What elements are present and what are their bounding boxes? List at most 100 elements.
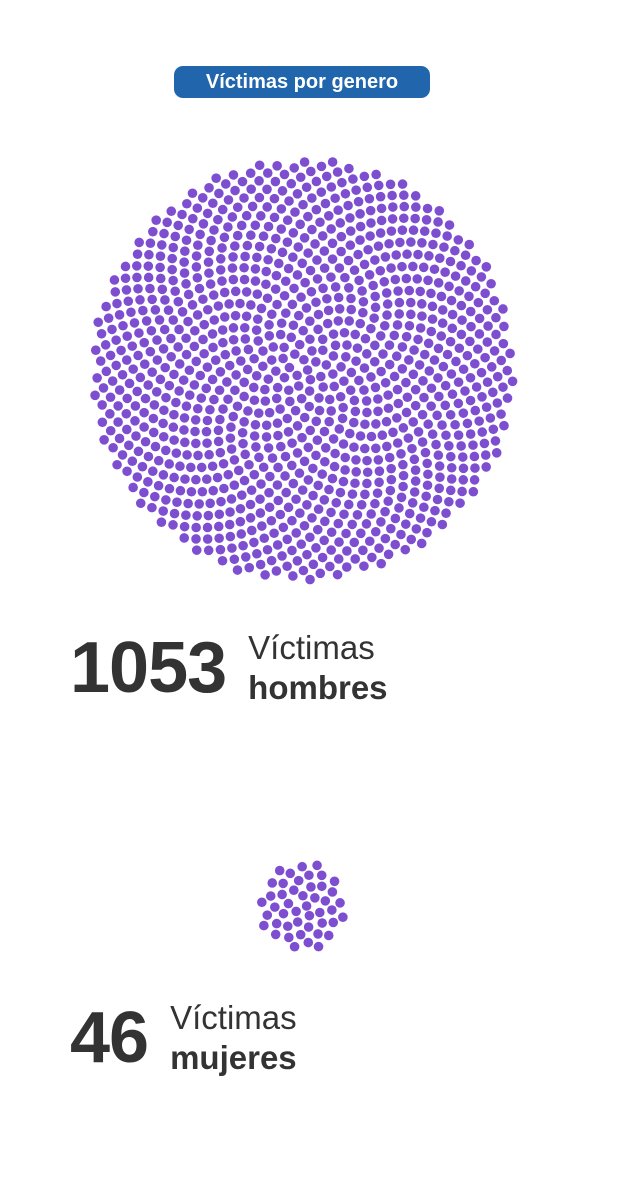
men-dot xyxy=(258,346,268,356)
men-dot xyxy=(158,344,169,354)
men-dot xyxy=(398,481,408,492)
men-dot xyxy=(415,513,426,523)
men-dot xyxy=(322,293,332,304)
men-dot xyxy=(308,559,319,570)
men-dot xyxy=(444,281,454,292)
men-dot xyxy=(272,480,283,490)
men-dot xyxy=(272,540,283,550)
men-dot xyxy=(209,225,219,235)
men-dot xyxy=(389,371,400,382)
men-dot xyxy=(325,561,335,572)
men-dot xyxy=(277,186,288,196)
men-dot xyxy=(303,211,313,222)
men-dot xyxy=(370,498,380,509)
men-dot xyxy=(390,513,401,524)
men-dot xyxy=(111,360,121,371)
men-dot xyxy=(171,448,182,458)
men-dot xyxy=(203,545,214,556)
men-dot xyxy=(312,274,323,284)
men-dot xyxy=(362,182,373,193)
men-dot xyxy=(383,390,393,400)
men-dot xyxy=(302,365,313,375)
men-dot xyxy=(190,325,200,336)
men-dot xyxy=(370,382,381,393)
men-dot xyxy=(433,343,444,354)
men-dot xyxy=(288,478,299,489)
men-dot xyxy=(383,496,394,507)
men-dot xyxy=(132,472,143,482)
men-dot xyxy=(311,176,322,187)
women-dot-cluster xyxy=(257,860,348,952)
men-dot xyxy=(307,193,317,203)
men-dot xyxy=(469,451,480,462)
men-dot xyxy=(230,310,241,321)
men-dot xyxy=(168,242,179,253)
men-dot xyxy=(295,508,305,518)
men-dot xyxy=(447,323,458,334)
men-dot xyxy=(401,377,411,388)
men-dot xyxy=(279,290,290,301)
men-dot xyxy=(322,318,333,329)
men-dot xyxy=(490,436,501,446)
men-dot xyxy=(339,327,350,338)
men-dot xyxy=(292,370,302,381)
men-dot xyxy=(287,545,297,556)
men-dot xyxy=(324,484,334,495)
men-dot xyxy=(471,255,481,266)
men-dot xyxy=(436,331,447,341)
men-dot xyxy=(191,251,202,261)
men-dot xyxy=(362,407,372,418)
men-dot xyxy=(326,507,336,518)
men-dot xyxy=(302,500,312,510)
men-dot xyxy=(241,311,252,322)
men-dot xyxy=(491,312,501,323)
men-dot xyxy=(192,310,203,320)
men-dot xyxy=(419,349,430,360)
men-dot xyxy=(170,231,181,242)
men-dot xyxy=(313,324,323,335)
men-dot xyxy=(213,301,224,311)
men-dot xyxy=(327,473,338,484)
men-dot xyxy=(321,171,332,182)
men-dot xyxy=(139,337,150,348)
men-dot xyxy=(173,342,183,352)
men-dot xyxy=(354,375,364,386)
men-dot xyxy=(299,520,310,531)
men-dot xyxy=(429,355,440,365)
men-dot xyxy=(253,336,264,346)
men-dot xyxy=(280,451,291,462)
men-dot xyxy=(386,474,397,485)
men-dot xyxy=(214,385,225,396)
men-dot xyxy=(499,420,509,431)
men-dot xyxy=(382,310,392,320)
men-dot xyxy=(394,297,405,308)
men-dot xyxy=(343,200,353,211)
men-dot xyxy=(380,377,391,388)
men-label-line1: Víctimas xyxy=(248,629,375,666)
men-dot xyxy=(439,242,449,252)
women-dot xyxy=(267,878,278,888)
men-dot xyxy=(155,374,166,385)
women-dot xyxy=(274,865,285,876)
men-dot xyxy=(476,367,487,378)
men-dot xyxy=(376,203,387,214)
women-dot xyxy=(262,910,273,920)
men-dot xyxy=(116,345,126,356)
men-dot xyxy=(286,178,297,189)
men-dot xyxy=(353,196,364,207)
men-dot xyxy=(416,299,427,309)
men-dot xyxy=(426,326,437,337)
men-dot xyxy=(239,274,250,285)
men-dot xyxy=(215,367,226,377)
men-dot xyxy=(225,507,235,517)
men-dot xyxy=(213,214,223,225)
men-dot xyxy=(222,377,232,387)
men-dot xyxy=(481,262,492,272)
men-dot xyxy=(492,371,503,382)
women-dot xyxy=(317,881,327,892)
men-dot xyxy=(457,315,467,325)
men-dot xyxy=(406,534,417,545)
women-dot xyxy=(327,905,337,915)
men-dot xyxy=(405,297,416,308)
men-dot xyxy=(410,400,421,411)
